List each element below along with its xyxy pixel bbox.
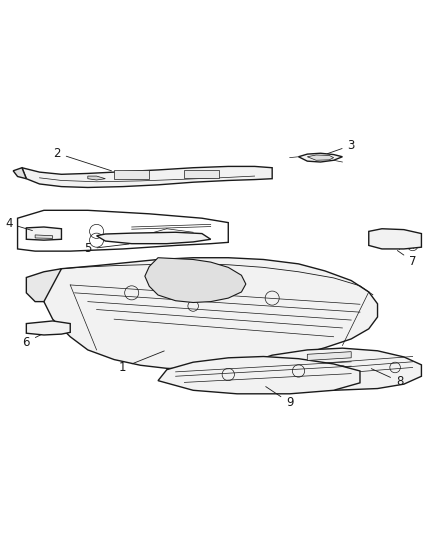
Text: 5: 5 <box>84 243 129 255</box>
Polygon shape <box>237 348 420 390</box>
Polygon shape <box>184 170 219 178</box>
Polygon shape <box>22 166 272 188</box>
Text: 4: 4 <box>5 217 32 231</box>
Text: 8: 8 <box>371 369 402 388</box>
Polygon shape <box>145 258 245 303</box>
Polygon shape <box>35 235 53 238</box>
Polygon shape <box>13 168 26 179</box>
Polygon shape <box>26 269 61 302</box>
Polygon shape <box>96 232 210 244</box>
Polygon shape <box>298 154 342 162</box>
Polygon shape <box>368 229 420 249</box>
Polygon shape <box>18 211 228 251</box>
Text: 1: 1 <box>119 351 164 374</box>
Text: 9: 9 <box>265 386 293 409</box>
Polygon shape <box>307 155 333 160</box>
Polygon shape <box>158 357 359 394</box>
Text: 3: 3 <box>327 139 354 154</box>
Polygon shape <box>26 321 70 335</box>
Polygon shape <box>88 176 105 180</box>
Text: 6: 6 <box>22 335 41 349</box>
Polygon shape <box>114 170 149 179</box>
Text: 7: 7 <box>396 251 416 268</box>
Polygon shape <box>307 352 350 360</box>
Polygon shape <box>26 227 61 240</box>
Text: 2: 2 <box>53 147 111 171</box>
Polygon shape <box>35 258 377 369</box>
